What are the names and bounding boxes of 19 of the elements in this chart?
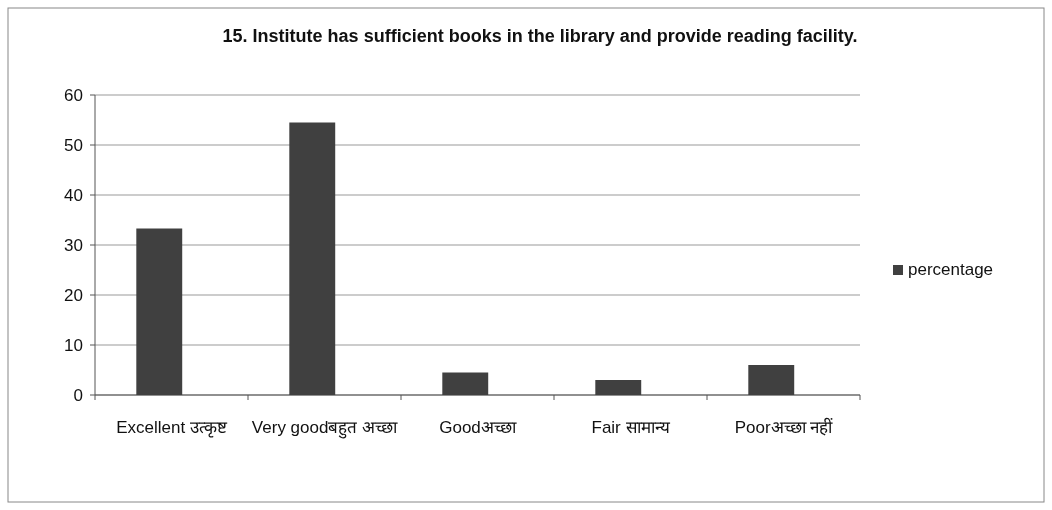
y-tick-label: 0	[73, 386, 83, 405]
bar	[136, 228, 183, 395]
y-tick-label: 10	[64, 336, 83, 355]
x-tick-label: Excellent उत्कृष्ट	[116, 418, 228, 438]
x-tick-label: Poorअच्छा नहीं	[734, 417, 834, 437]
y-tick-label: 50	[64, 136, 83, 155]
x-tick-label: Goodअच्छा	[439, 418, 517, 437]
bar	[748, 365, 795, 395]
y-tick-label: 30	[64, 236, 83, 255]
y-tick-label: 20	[64, 286, 83, 305]
bar	[595, 380, 642, 395]
bar	[442, 372, 489, 395]
chart-title: 15. Institute has sufficient books in the library and provide reading facility.	[222, 26, 858, 46]
legend-label: percentage	[908, 260, 994, 279]
x-tick-label: Fair सामान्य	[591, 418, 671, 437]
y-tick-label: 60	[64, 86, 83, 105]
x-tick-label: Very goodबहुत अच्छा	[251, 418, 399, 439]
bar	[289, 122, 336, 395]
y-tick-label: 40	[64, 186, 83, 205]
